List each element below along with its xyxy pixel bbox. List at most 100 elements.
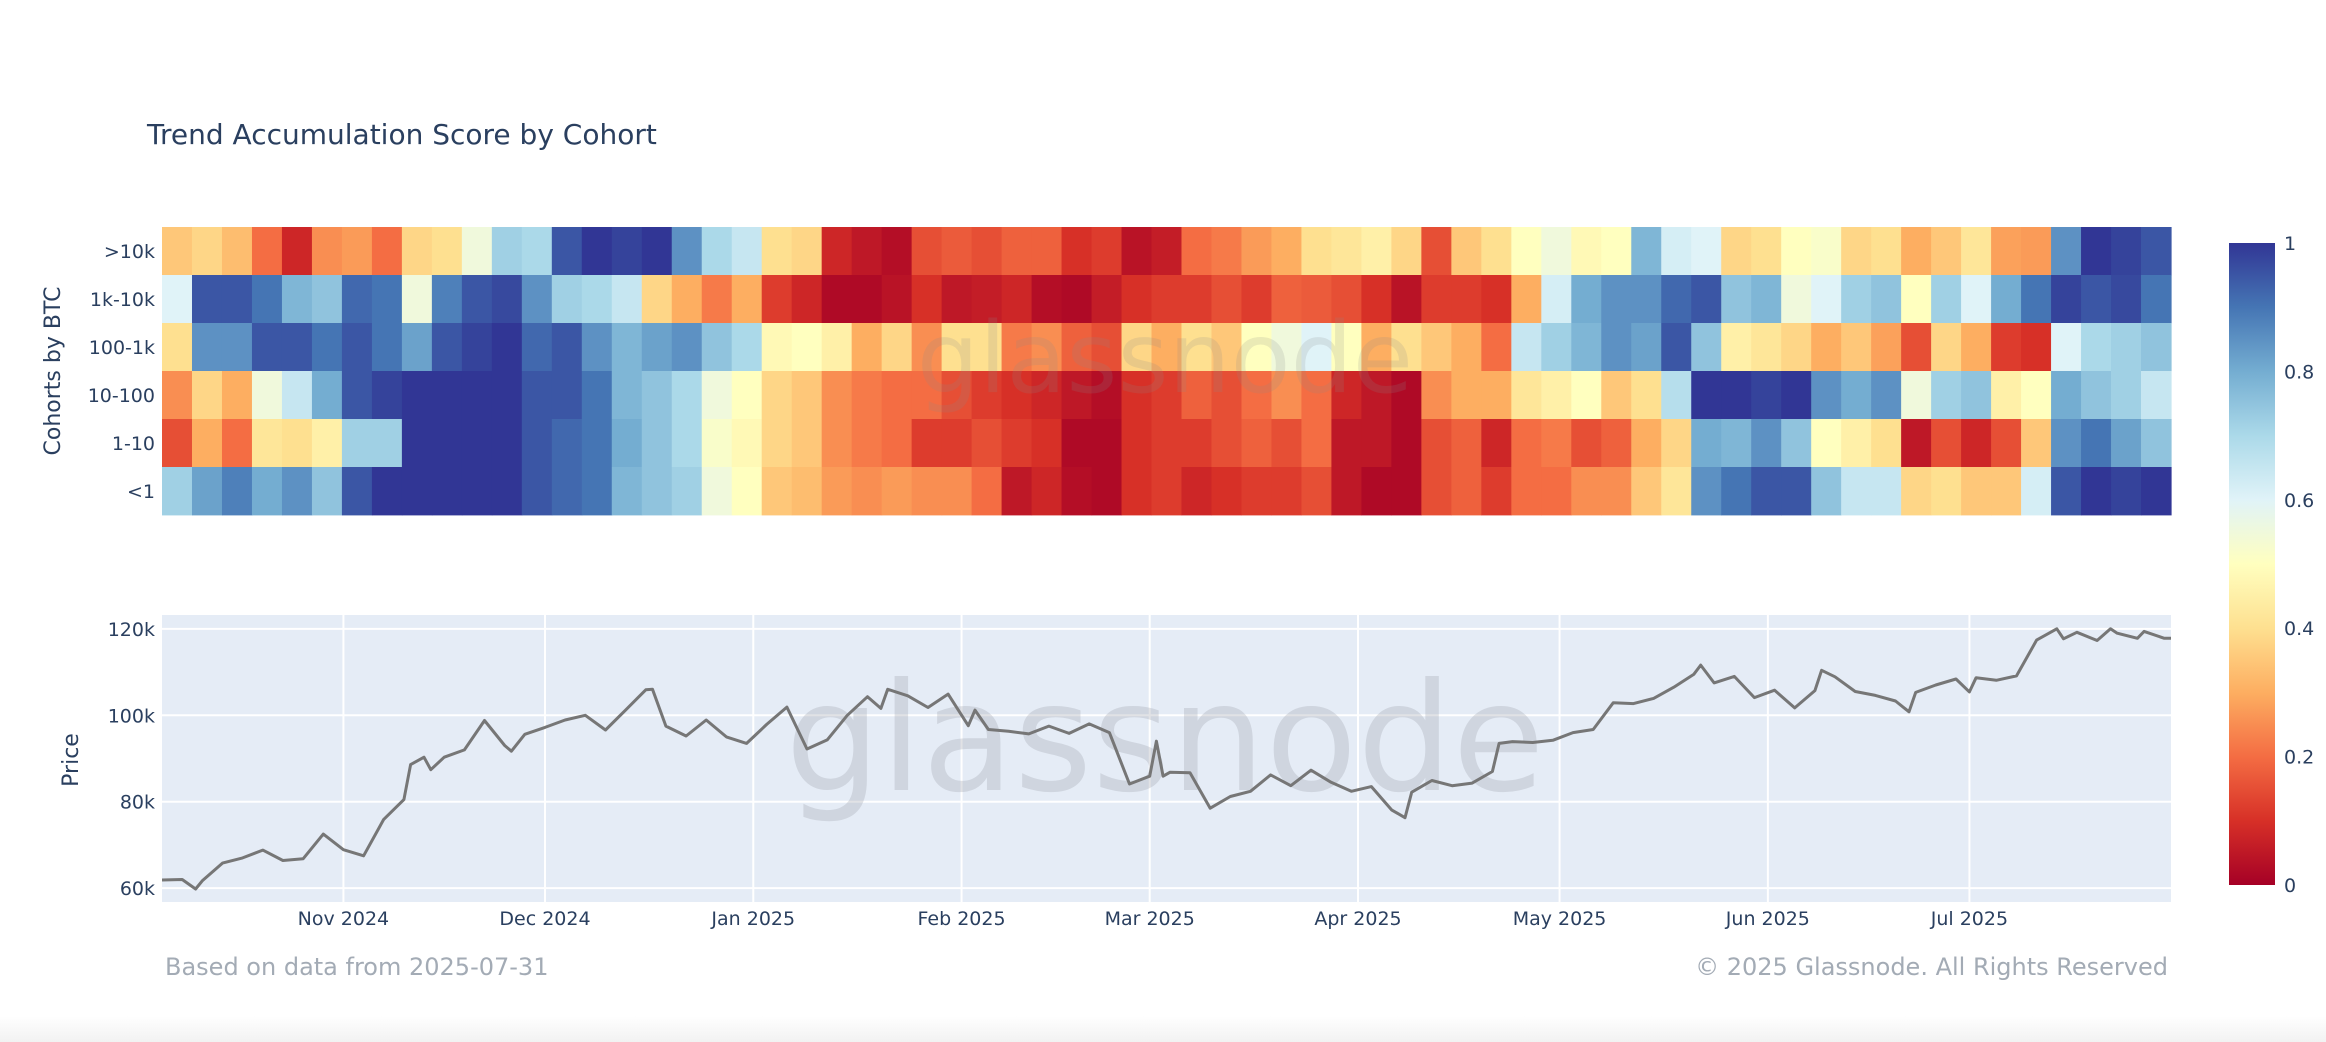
heatmap-cell [1241,323,1273,372]
heatmap-cell [1301,467,1333,516]
heatmap-cell [1571,227,1602,276]
heatmap-cell [191,467,223,516]
heatmap-cell [1121,323,1153,372]
heatmap-cell [341,419,373,468]
heatmap-cell [2111,371,2142,420]
heatmap-cell [431,227,463,276]
heatmap-cell [1811,371,1842,420]
heatmap-cell [851,467,883,516]
heatmap-cell [581,371,613,420]
heatmap-cell [1811,275,1842,324]
heatmap-cell [1241,275,1273,324]
colorbar-tick-label: 0.8 [2284,361,2314,383]
heatmap-cell [1031,323,1063,372]
heatmap-cell [641,275,673,324]
heatmap-cell [2051,419,2082,468]
price-plot-background [162,615,2171,902]
heatmap-cell [1301,227,1333,276]
heatmap-cell [1661,275,1692,324]
heatmap-cell [2081,275,2112,324]
heatmap-cell [911,227,943,276]
heatmap-cell [2081,419,2112,468]
heatmap-cell [1421,419,1452,468]
heatmap-cell [461,419,493,468]
heatmap-cell [761,227,793,276]
heatmap-cell [1151,323,1183,372]
heatmap-cell [1421,371,1452,420]
colorbar-tick-label: 0.2 [2284,747,2314,769]
heatmap-cell [701,275,733,324]
heatmap-cell [281,419,313,468]
heatmap-cell [761,419,793,468]
heatmap-cell [1211,227,1243,276]
heatmap-cell [2081,467,2112,516]
price-y-axis-label: Price [59,733,84,787]
heatmap-cell [1961,275,1992,324]
heatmap-cell [1541,419,1572,468]
heatmap-cell [1601,419,1632,468]
heatmap-cell [1631,419,1662,468]
price-line [162,627,2171,891]
heatmap-cell [162,419,193,468]
heatmap-cell [162,323,193,372]
heatmap-cell [1661,467,1692,516]
heatmap-row-label: 10-100 [88,385,155,407]
heatmap-cell [221,467,253,516]
heatmap-cell [371,467,403,516]
heatmap-cell [1301,323,1333,372]
heatmap-cell [911,275,943,324]
price-x-tick-label: May 2025 [1513,908,1607,930]
heatmap-cell [491,227,523,276]
price-y-tick-label: 60k [120,878,155,900]
heatmap-cell [761,323,793,372]
heatmap-cell [1091,275,1123,324]
heatmap-cell [371,371,403,420]
heatmap-cell [2051,275,2082,324]
heatmap-cell [2141,419,2172,468]
heatmap-cell [431,323,463,372]
heatmap-cell [162,371,193,420]
heatmap-cell [821,371,853,420]
heatmap-cell [1631,323,1662,372]
heatmap-cell [1811,467,1842,516]
heatmap-cell [1871,227,1902,276]
heatmap-cell [791,227,823,276]
heatmap-cell [1721,275,1752,324]
heatmap-cell [1901,227,1932,276]
heatmap-cell [1841,227,1872,276]
heatmap-cell [221,371,253,420]
heatmap-cell [1181,323,1213,372]
heatmap-cell [251,419,283,468]
heatmap-cell [311,371,343,420]
heatmap-cell [1331,275,1363,324]
heatmap-row-label: 1-10 [112,433,155,455]
heatmap-cell [641,419,673,468]
heatmap-cell [851,419,883,468]
heatmap-cell [341,323,373,372]
heatmap-cell [701,371,733,420]
heatmap-cell [1391,467,1422,516]
heatmap-row-label: 1k-10k [90,289,155,311]
heatmap-cell [311,467,343,516]
heatmap-cell [461,227,493,276]
heatmap-cell [1721,467,1752,516]
heatmap-cell [461,275,493,324]
heatmap-cell [1511,275,1542,324]
heatmap-cell [1091,419,1123,468]
heatmap-cell [1781,275,1812,324]
heatmap-cell [1151,227,1183,276]
heatmap-cell [1631,227,1662,276]
heatmap-cell [1451,323,1482,372]
heatmap-cell [671,323,703,372]
heatmap-cell [1721,323,1752,372]
heatmap-cell [881,419,913,468]
heatmap-cell [491,275,523,324]
heatmap-cell [1301,371,1333,420]
heatmap-cell [551,371,583,420]
heatmap-cell [191,227,223,276]
heatmap-cell [1361,275,1392,324]
heatmap-cell [2021,275,2052,324]
heatmap-cell [1091,323,1123,372]
heatmap-cell [1751,419,1782,468]
heatmap-cell [1061,419,1093,468]
